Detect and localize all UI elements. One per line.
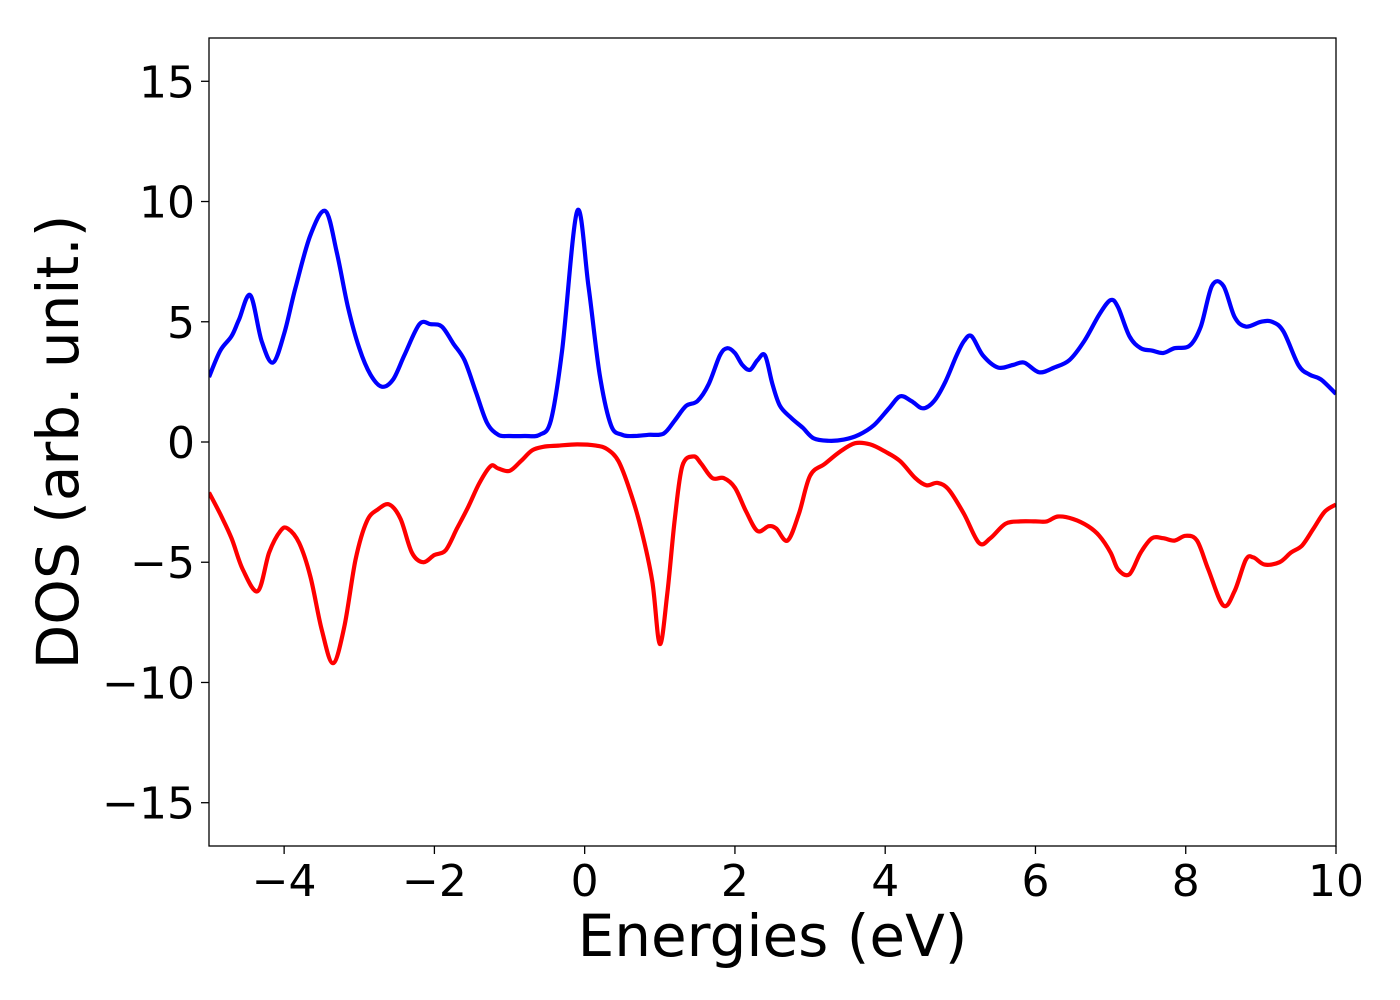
x-tick-label: −4: [252, 856, 317, 907]
y-tick-label: 5: [167, 298, 195, 349]
y-tick-label: −5: [130, 538, 195, 589]
y-axis-title: DOS (arb. unit.): [24, 215, 92, 670]
x-tick-label: 4: [871, 856, 899, 907]
x-tick-label: 8: [1172, 856, 1200, 907]
y-tick-label: −10: [102, 658, 195, 709]
y-tick-label: 10: [139, 178, 195, 229]
x-tick-label: −2: [402, 856, 467, 907]
y-tick-label: −15: [102, 779, 195, 830]
x-tick-label: 10: [1308, 856, 1364, 907]
x-tick-label: 6: [1021, 856, 1049, 907]
series-line-2: [209, 440, 1336, 666]
y-axis-ticks: −15 −10 −5 0 5 10 15: [102, 57, 209, 830]
series-layer: [209, 207, 1336, 666]
x-axis-title: Energies (eV): [578, 902, 968, 970]
x-axis-ticks: −4 −2 0 2 4 6 8 10: [252, 846, 1364, 907]
y-tick-label: 0: [167, 418, 195, 469]
series-line-1: [209, 207, 1336, 443]
x-tick-label: 2: [721, 856, 749, 907]
y-tick-label: 15: [139, 57, 195, 108]
x-tick-label: 0: [571, 856, 599, 907]
